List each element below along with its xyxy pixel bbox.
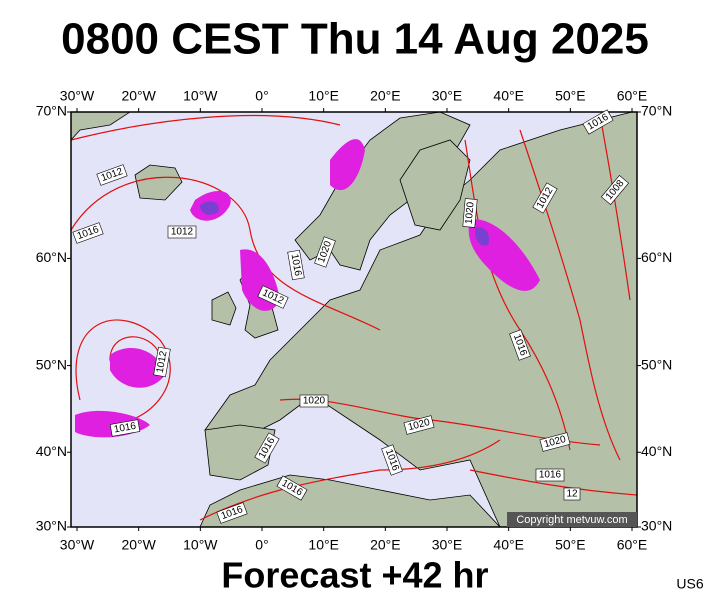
iberia bbox=[204, 424, 276, 481]
lon-label: 20°W bbox=[121, 88, 156, 104]
lon-label: 40°E bbox=[493, 88, 524, 104]
copyright-box bbox=[507, 512, 637, 527]
isobar bbox=[71, 114, 341, 141]
isobar-value: 1020 bbox=[303, 396, 326, 407]
precip-heavy bbox=[200, 201, 219, 215]
lat-label: 70°N bbox=[641, 103, 672, 119]
lon-label: 10°E bbox=[308, 537, 339, 553]
label-box bbox=[381, 444, 403, 476]
lon-label: 60°E bbox=[617, 537, 648, 553]
label-box bbox=[109, 419, 141, 437]
map-frame bbox=[70, 111, 638, 528]
label-box bbox=[216, 502, 248, 524]
lat-label: 60°N bbox=[36, 249, 67, 265]
isobar-label: 1012 bbox=[153, 346, 171, 378]
isobar bbox=[519, 129, 621, 461]
lat-label: 30°N bbox=[641, 518, 672, 534]
label-box bbox=[257, 285, 289, 309]
isobar-value: 1016 bbox=[289, 253, 304, 277]
lon-label: 30°E bbox=[432, 537, 463, 553]
isobar bbox=[199, 439, 501, 521]
lon-label: 20°E bbox=[370, 537, 401, 553]
isobar-label: 1016 bbox=[535, 468, 565, 482]
lat-label: 50°N bbox=[36, 356, 67, 372]
isobar-value: 1012 bbox=[171, 227, 194, 238]
lon-label: 0° bbox=[255, 537, 268, 553]
label-box bbox=[600, 174, 630, 206]
isobar-label: 1016 bbox=[109, 419, 141, 437]
label-box bbox=[254, 432, 280, 464]
isobar-value: 1016 bbox=[539, 470, 562, 481]
label-box bbox=[539, 432, 571, 452]
label-box bbox=[535, 468, 565, 482]
lon-label: 30°W bbox=[60, 537, 95, 553]
label-box bbox=[153, 346, 171, 378]
isobar-value: 1012 bbox=[155, 350, 170, 374]
label-box bbox=[299, 394, 329, 408]
lon-label: 40°E bbox=[493, 537, 524, 553]
lon-label: 30°E bbox=[432, 88, 463, 104]
ireland bbox=[211, 291, 237, 326]
lon-label: 50°E bbox=[555, 88, 586, 104]
model-code: US6 bbox=[676, 576, 703, 592]
lon-label: 60°E bbox=[617, 88, 648, 104]
isobar-value: 12 bbox=[566, 489, 578, 500]
lon-label: 10°W bbox=[183, 88, 218, 104]
label-box bbox=[532, 182, 558, 214]
label-box bbox=[509, 329, 531, 361]
precip bbox=[110, 347, 165, 388]
label-box bbox=[167, 225, 197, 239]
label-box bbox=[403, 415, 435, 435]
iceland bbox=[134, 164, 183, 201]
isobar bbox=[75, 319, 171, 426]
isobar-label: 1020 bbox=[539, 432, 571, 452]
africa bbox=[199, 474, 501, 527]
lon-label: 30°W bbox=[60, 88, 95, 104]
lon-label: 50°E bbox=[555, 537, 586, 553]
precip bbox=[330, 139, 365, 191]
label-box bbox=[314, 236, 336, 268]
greenland bbox=[71, 112, 131, 141]
isobar-value: 1020 bbox=[464, 201, 477, 225]
finland bbox=[399, 139, 471, 231]
label-box bbox=[96, 164, 128, 186]
precip-heavy bbox=[474, 227, 490, 246]
isobar-label: 1020 bbox=[462, 198, 478, 228]
label-box bbox=[287, 249, 305, 281]
isobar bbox=[71, 176, 381, 331]
title: 0800 CEST Thu 14 Aug 2025 bbox=[61, 15, 649, 64]
forecast-label: Forecast +42 hr bbox=[221, 555, 488, 596]
lat-label: 40°N bbox=[641, 443, 672, 459]
lat-label: 30°N bbox=[36, 518, 67, 534]
lon-label: 0° bbox=[255, 88, 268, 104]
lat-label: 60°N bbox=[641, 249, 672, 265]
lat-label: 70°N bbox=[36, 103, 67, 119]
label-box bbox=[563, 487, 581, 501]
isobar-label: 1020 bbox=[299, 394, 329, 408]
lon-label: 20°W bbox=[121, 537, 156, 553]
isobar bbox=[599, 114, 631, 301]
label-box bbox=[582, 109, 614, 135]
isobar-value: 1016 bbox=[113, 421, 137, 436]
lon-label: 20°E bbox=[370, 88, 401, 104]
isobar bbox=[464, 139, 571, 451]
isobar-label: 1020 bbox=[403, 415, 435, 435]
lat-label: 50°N bbox=[641, 356, 672, 372]
isobar-label: 12 bbox=[563, 487, 581, 501]
label-box bbox=[72, 222, 104, 244]
copyright: Copyright metvuw.com bbox=[516, 514, 627, 526]
lon-label: 10°E bbox=[308, 88, 339, 104]
isobar bbox=[469, 469, 637, 496]
lat-label: 40°N bbox=[36, 443, 67, 459]
lon-label: 10°W bbox=[183, 537, 218, 553]
isobar-label: 1016 bbox=[287, 249, 305, 281]
label-box bbox=[462, 198, 478, 228]
isobar-label: 1012 bbox=[167, 225, 197, 239]
label-box bbox=[276, 475, 308, 501]
